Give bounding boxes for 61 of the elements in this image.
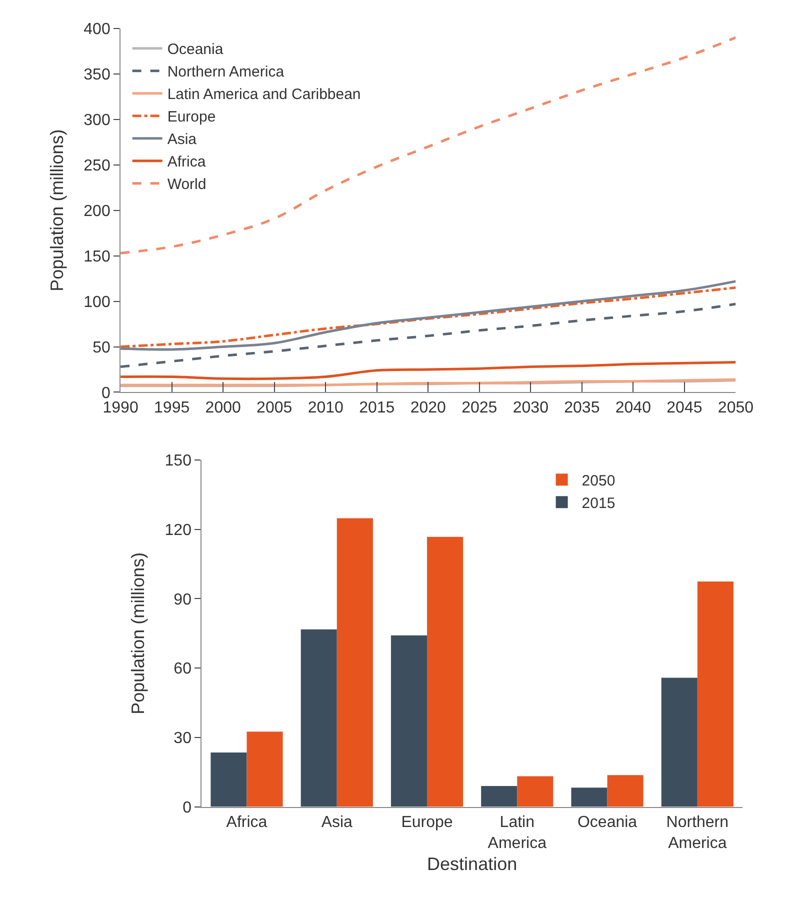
y-tick-label: 150 [164,452,192,470]
x-tick-label: 2030 [512,399,549,416]
bar [246,732,283,807]
y-tick-label: 150 [84,248,110,266]
x-tick-label: 2045 [666,399,702,416]
line-series [120,360,736,380]
x-tick-label: Asia [321,814,353,831]
bar [661,678,698,807]
y-tick-label: 300 [84,112,110,130]
x-tick-label: 2000 [205,399,241,416]
x-tick-label: 2015 [359,399,395,416]
y-tick-label: 0 [182,799,192,816]
bar [300,629,337,807]
x-tick-label: 2020 [410,399,446,416]
legend-label: Latin America and Caribbean [167,86,361,104]
x-tick-label: Europe [401,814,453,831]
bar [336,518,373,807]
x-tick-label: Latin America [488,814,547,852]
x-tick-label: Northern America [666,814,729,852]
legend-label: 2050 [582,472,616,490]
x-tick-label: 2005 [256,399,292,416]
x-tick-label: Oceania [577,814,638,831]
x-tick-label: 2040 [615,399,652,416]
y-tick-label: 60 [174,660,192,678]
y-axis-title: Population (millions) [128,552,148,714]
legend-label: 2015 [582,494,616,512]
y-tick-label: 0 [101,384,110,402]
bar [427,536,464,807]
x-tick-label: 2035 [564,399,600,416]
x-tick-label: 2010 [308,399,344,416]
bar [607,775,644,807]
bar [697,582,734,807]
y-tick-label: 50 [92,339,110,356]
bar [210,752,247,807]
x-tick-label: 2025 [462,399,498,416]
y-tick-label: 100 [84,294,110,311]
legend-label: Northern America [167,64,285,81]
y-tick-label: 30 [174,730,192,748]
bar [517,776,554,807]
bar [390,635,428,807]
x-tick-label: 1995 [154,399,190,416]
y-tick-label: 120 [164,522,192,539]
bar [571,788,608,807]
x-tick-label: 1990 [102,399,138,416]
x-tick-label: 2050 [718,399,754,416]
x-axis-title: Destination [427,854,518,874]
y-tick-label: 350 [84,66,110,84]
y-tick-label: 250 [84,157,110,174]
y-axis-title: Population (millions) [46,129,67,292]
legend-label: Africa [167,154,206,171]
y-tick-label: 200 [84,202,110,220]
legend-label: World [167,176,206,194]
legend-label: Europe [167,108,216,126]
y-tick-label: 400 [84,21,110,38]
y-tick-label: 90 [174,591,192,608]
line-series [120,302,736,368]
x-tick-label: Africa [226,814,268,831]
legend-label: Oceania [167,41,224,58]
legend-label: Asia [167,131,198,148]
line-series [120,36,736,254]
bar [481,786,518,807]
